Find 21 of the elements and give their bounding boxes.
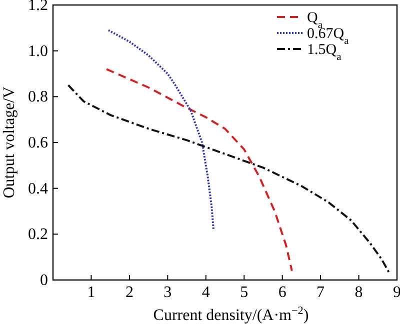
y-tick-label: 0.6	[28, 134, 48, 152]
x-tick-label: 5	[240, 284, 248, 301]
y-tick-label: 0.2	[28, 226, 48, 244]
x-tick-label: 2	[125, 284, 134, 301]
y-tick-label: 1.0	[28, 42, 48, 60]
y-axis-title: Output voltage/V	[1, 86, 18, 198]
x-tick-label: 4	[202, 284, 210, 301]
y-tick-label: 0	[40, 272, 48, 289]
y-tick-label: 0.4	[28, 180, 48, 198]
x-tick-label: 9	[393, 284, 400, 301]
x-tick-label: 8	[354, 284, 363, 301]
line-series	[67, 84, 390, 274]
x-tick-label: 7	[316, 284, 325, 301]
x-tick-label: 6	[278, 284, 286, 301]
x-tick-label: 3	[164, 284, 172, 301]
line-series	[106, 68, 293, 272]
x-axis-title: Current density/(A·m$^{−2}$)	[153, 305, 309, 324]
line-series	[107, 29, 215, 231]
y-tick-label: 0.8	[28, 88, 48, 106]
x-tick-label: 1	[87, 284, 96, 301]
legend-label: 1.5Q$_{a}$	[307, 42, 342, 62]
